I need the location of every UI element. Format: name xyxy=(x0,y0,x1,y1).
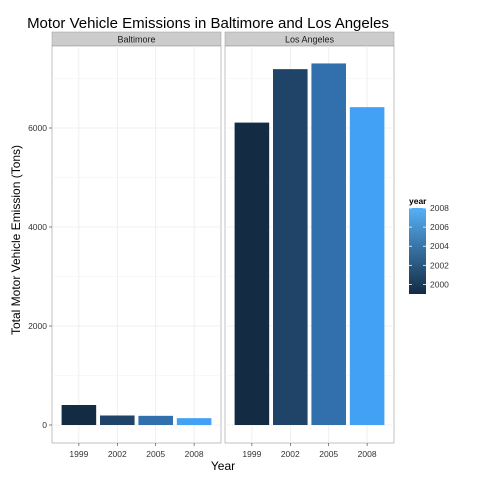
bar xyxy=(234,122,270,426)
x-tick-label: 2002 xyxy=(281,449,300,459)
legend-tick-label: 2006 xyxy=(430,222,449,232)
panel-background xyxy=(51,45,222,444)
x-tick-label: 2005 xyxy=(319,449,338,459)
bar xyxy=(61,405,97,425)
facet-strip-label: Baltimore xyxy=(117,35,155,45)
x-tick-label: 1999 xyxy=(69,449,88,459)
y-tick-label: 6000 xyxy=(28,123,47,133)
x-tick-label: 1999 xyxy=(242,449,261,459)
legend-tick-label: 2000 xyxy=(430,279,449,289)
facet-strip-label: Los Angeles xyxy=(285,35,335,45)
x-axis-title: Year xyxy=(211,459,235,473)
y-tick-label: 4000 xyxy=(28,222,47,232)
y-tick-label: 0 xyxy=(42,420,47,430)
y-tick-label: 2000 xyxy=(28,321,47,331)
legend-tick-label: 2002 xyxy=(430,260,449,270)
legend-tick-label: 2008 xyxy=(430,203,449,213)
bar xyxy=(138,415,173,425)
bar xyxy=(273,69,308,425)
x-tick-label: 2008 xyxy=(358,449,377,459)
bar xyxy=(349,107,385,426)
chart-title: Motor Vehicle Emissions in Baltimore and… xyxy=(27,15,389,32)
facet-panel: Baltimore 1999 2002 2005 2008 xyxy=(51,31,222,459)
y-axis: 0 2000 4000 6000 xyxy=(28,123,52,430)
x-tick-label: 2002 xyxy=(108,449,127,459)
x-tick-label: 2008 xyxy=(185,449,204,459)
legend: year 2000 2002 2004 2006 2008 xyxy=(409,196,449,294)
bar xyxy=(311,63,346,426)
y-axis-title: Total Motor Vehicle Emission (Tons) xyxy=(9,145,23,335)
bar xyxy=(100,415,135,425)
facet-panels: Baltimore 1999 2002 2005 2008 Los Angeles 1999… xyxy=(51,31,395,459)
legend-title: year xyxy=(409,196,427,206)
facet-panel: Los Angeles 1999 2002 2005 2008 xyxy=(224,31,395,459)
legend-ticks: 2000 2002 2004 2006 2008 xyxy=(409,203,449,289)
x-tick-label: 2005 xyxy=(146,449,165,459)
legend-tick-label: 2004 xyxy=(430,241,449,251)
bar xyxy=(176,418,212,425)
legend-colorbar xyxy=(409,208,426,294)
